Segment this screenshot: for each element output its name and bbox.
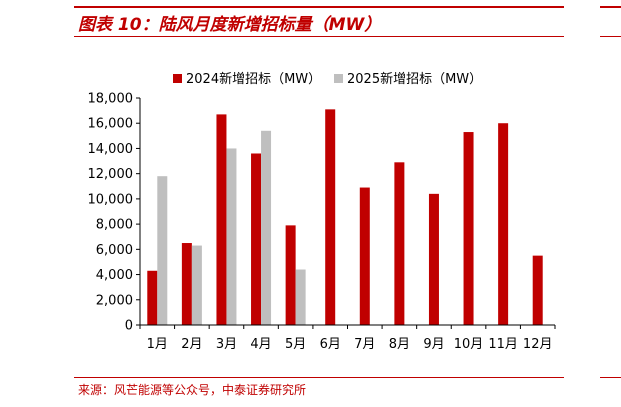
x-tick-label: 5月 [285, 337, 306, 352]
bar-2024 [181, 243, 192, 325]
bar-chart: 2024新增招标（MW） 2025新增招标（MW） 0 2,000 4,000 6,00… [88, 71, 556, 352]
y-tick-label: 2,000 [96, 293, 133, 308]
bar-2024 [216, 114, 227, 326]
bar-2024 [463, 132, 474, 325]
legend-label-0: 2024新增招标（MW） [186, 71, 321, 87]
bar-2024 [498, 123, 509, 325]
title-bottom-rule [74, 36, 564, 37]
bar-2025 [226, 148, 237, 325]
x-tick-label: 2月 [181, 337, 202, 352]
bar-2024 [251, 153, 262, 325]
bar-2024 [394, 162, 405, 325]
x-tick-label: 7月 [354, 337, 375, 352]
neighbor-bottom-rule [600, 36, 621, 37]
y-tick-label: 12,000 [88, 167, 134, 182]
figure-title: 图表 10：陆风月度新增招标量（MW） [78, 15, 382, 35]
bar-2024 [532, 255, 543, 325]
y-tick-label: 16,000 [88, 117, 134, 132]
bars [147, 109, 543, 326]
x-tick-label: 10月 [454, 337, 484, 352]
y-axis: 0 2,000 4,000 6,000 8,000 10,000 12,000 14,000 1… [88, 92, 141, 334]
bar-2025 [191, 245, 202, 325]
y-tick-label: 0 [125, 319, 133, 334]
y-tick-label: 14,000 [88, 142, 134, 157]
x-tick-label: 8月 [389, 337, 410, 352]
y-tick-label: 8,000 [96, 218, 133, 233]
legend-label-1: 2025新增招标（MW） [347, 71, 482, 87]
y-tick-label: 10,000 [88, 192, 134, 207]
legend-swatch-0 [173, 74, 182, 83]
bar-2024 [285, 225, 296, 325]
legend-swatch-1 [334, 74, 343, 83]
x-tick-label: 12月 [523, 337, 553, 352]
legend: 2024新增招标（MW） 2025新增招标（MW） [173, 71, 482, 87]
neighbor-top-rule [600, 6, 621, 8]
x-axis: 1月 2月 3月 4月 5月 6月 7月 8月 9月 10月 11月 12月 [139, 324, 556, 352]
bar-2025 [295, 269, 306, 325]
x-tick-label: 11月 [488, 337, 518, 352]
bar-2024 [428, 193, 439, 325]
bar-2024 [359, 187, 370, 325]
source-top-rule [74, 377, 564, 378]
bar-2025 [261, 130, 272, 325]
neighbor-source-rule [600, 377, 621, 378]
y-tick-label: 18,000 [88, 92, 134, 107]
source-note: 来源：风芒能源等公众号，中泰证券研究所 [78, 383, 307, 397]
x-tick-label: 1月 [147, 337, 168, 352]
x-tick-label: 9月 [423, 337, 444, 352]
bar-2024 [147, 270, 158, 325]
y-tick-label: 6,000 [96, 243, 133, 258]
bar-2025 [157, 176, 168, 325]
bar-2024 [325, 109, 336, 325]
x-tick-label: 4月 [250, 337, 271, 352]
x-tick-label: 6月 [320, 337, 341, 352]
x-tick-label: 3月 [216, 337, 237, 352]
y-tick-label: 4,000 [96, 268, 133, 283]
title-top-rule [74, 6, 564, 8]
